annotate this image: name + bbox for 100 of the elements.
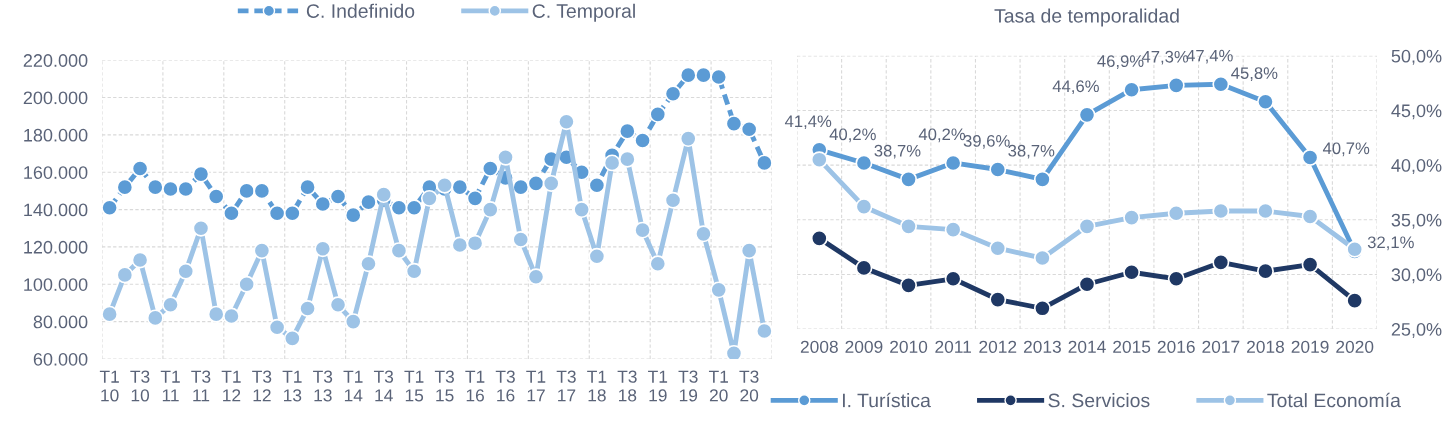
y-tick-label: 30,0% [1391,268,1442,284]
point [725,344,743,359]
point [299,178,317,196]
point [299,300,317,318]
point [588,247,606,265]
x-tick-label: T1 13 [282,370,302,402]
legend-label: S. Servicios [1048,393,1150,408]
legend-label: C. Indefinido [306,3,415,18]
data-label: 46,9% [1097,55,1144,69]
x-tick-label: 2015 [1113,340,1151,353]
point [405,262,423,280]
data-label: 47,3% [1141,50,1189,65]
point [1033,299,1051,317]
y-tick-label: 220.000 [23,54,88,67]
point [527,174,545,192]
point [405,199,423,217]
x-tick-label: 2020 [1336,340,1374,353]
point [527,268,545,286]
point [855,198,873,216]
point [1256,93,1274,111]
point [420,189,438,207]
y-tick-label: 200.000 [23,91,88,105]
y-tick-label: 180.000 [24,128,88,142]
point [603,154,621,172]
x-tick-label: T1 18 [587,370,607,402]
point [268,204,286,222]
point [1123,209,1141,227]
point [1123,263,1141,281]
point [664,191,682,209]
point [192,219,210,237]
point [162,296,179,314]
x-tick-label: 2013 [1023,340,1061,353]
point [512,178,530,196]
point [177,262,195,280]
point [1212,75,1230,93]
point [755,154,772,172]
data-label: 38,7% [874,144,921,159]
point [1033,170,1051,188]
point [618,150,636,168]
point [207,305,225,323]
legend-label: C. Temporal [532,3,635,22]
point [695,225,712,243]
y-tick-label: 40,0% [1391,159,1442,174]
x-tick-label: T1 19 [648,370,668,402]
point [810,151,828,169]
legend-label: I. Turística [842,392,931,408]
y-tick-label: 60.000 [33,352,88,366]
point [588,176,606,194]
point [360,255,377,273]
point [664,85,682,103]
point [855,154,873,172]
point [344,313,362,331]
point [207,188,225,205]
data-label: 44,6% [1052,80,1099,95]
x-tick-label: T1 15 [404,370,424,402]
point [755,322,772,340]
x-tick-label: 2009 [845,340,883,353]
x-tick-label: 2010 [890,340,928,353]
x-tick-label: T3 16 [495,370,515,402]
point [360,193,377,211]
point [131,251,149,269]
point [268,318,286,336]
point [1167,76,1185,94]
y-tick-label: 25,0% [1391,323,1442,338]
point [146,309,164,327]
point [1123,81,1141,99]
point [944,154,962,172]
x-tick-label: 2014 [1068,340,1106,353]
point [1212,253,1230,271]
point [557,113,575,131]
point [944,221,962,239]
data-label: 40,2% [829,128,876,143]
point [451,236,469,254]
point [710,68,728,86]
point [451,178,469,196]
point [725,115,743,133]
point [900,170,918,188]
x-tick-label: T3 19 [678,370,698,402]
data-label: 38,7% [1008,144,1055,159]
y-tick-label: 80.000 [33,315,88,329]
point [222,204,240,222]
x-tick-label: T1 10 [99,370,119,402]
x-tick-label: T3 17 [556,370,576,402]
point [1256,202,1274,220]
x-tick-label: T3 18 [617,370,637,402]
point [253,182,271,200]
point [238,182,256,200]
point [989,239,1007,257]
point [116,266,134,284]
x-tick-label: T3 20 [739,370,759,402]
point [944,270,962,288]
y-tick-label: 160.000 [24,166,88,179]
x-tick-label: 2017 [1202,340,1240,353]
point [512,230,530,248]
point [1033,249,1051,267]
point [283,329,301,347]
x-tick-label: T1 16 [465,370,485,402]
x-tick-label: 2019 [1291,340,1329,353]
point [1078,217,1096,235]
point [679,66,697,84]
